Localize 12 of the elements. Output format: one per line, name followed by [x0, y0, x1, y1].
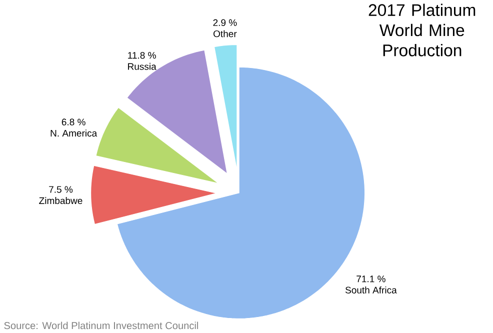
data-label: 6.8 % — [62, 118, 86, 126]
slice-label: Other — [214, 30, 237, 38]
slice-label: South Africa — [345, 286, 397, 294]
data-label: 7.5 % — [49, 186, 73, 193]
slice-label: N. America — [50, 130, 98, 137]
data-label: 71.1 % — [356, 276, 386, 282]
data-label: 11.8 % — [128, 52, 156, 59]
slice-label: Russia — [128, 62, 156, 70]
source-note: Source: World Platinum Investment Council — [4, 322, 198, 330]
chart-title: 2017 Platinum World Mine Production — [368, 4, 476, 56]
data-label: 2.9 % — [213, 19, 237, 26]
slice-label: Zimbabwe — [39, 197, 82, 204]
